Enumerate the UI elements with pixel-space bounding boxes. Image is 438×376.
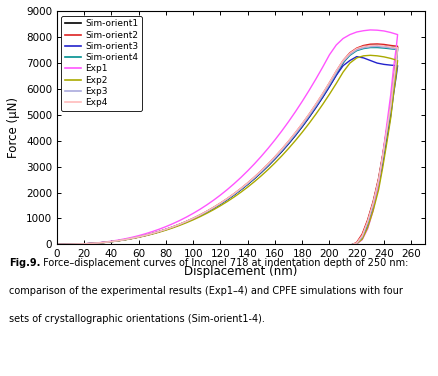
Sim-orient4: [368, 45, 373, 50]
Sim-orient3: [384, 137, 389, 142]
Line: Exp2: Exp2: [57, 55, 398, 244]
Exp2: [54, 242, 60, 247]
Exp3: [350, 242, 355, 247]
Exp2: [307, 121, 312, 126]
Sim-orient1: [163, 227, 169, 232]
Sim-orient4: [163, 227, 169, 232]
Text: Fig.9.: Fig.9.: [9, 258, 40, 268]
Sim-orient2: [136, 235, 141, 239]
Exp1: [163, 224, 169, 229]
Sim-orient2: [350, 242, 355, 247]
Exp4: [374, 43, 380, 47]
Exp3: [163, 227, 169, 232]
Line: Sim-orient2: Sim-orient2: [57, 44, 398, 244]
Sim-orient4: [259, 170, 264, 174]
Sim-orient3: [163, 227, 169, 232]
Exp1: [54, 242, 60, 247]
Exp4: [384, 129, 389, 133]
Text: comparison of the experimental results (Exp1–4) and CPFE simulations with four: comparison of the experimental results (…: [9, 286, 403, 296]
Line: Sim-orient4: Sim-orient4: [57, 47, 398, 244]
Exp2: [88, 241, 94, 246]
Sim-orient2: [374, 42, 380, 46]
Line: Sim-orient1: Sim-orient1: [57, 45, 398, 244]
Sim-orient4: [307, 114, 312, 118]
Line: Sim-orient3: Sim-orient3: [57, 57, 398, 244]
Sim-orient3: [88, 241, 94, 246]
Sim-orient4: [136, 235, 141, 239]
Sim-orient4: [384, 130, 389, 135]
Exp2: [136, 235, 141, 240]
Exp1: [368, 28, 373, 32]
Sim-orient1: [350, 242, 355, 247]
Sim-orient1: [136, 235, 141, 239]
Sim-orient1: [259, 170, 264, 174]
Y-axis label: Force (μN): Force (μN): [7, 97, 21, 158]
Exp4: [54, 242, 60, 247]
Exp2: [259, 173, 264, 178]
Sim-orient3: [136, 235, 141, 239]
Sim-orient2: [259, 168, 264, 173]
Sim-orient1: [368, 43, 373, 47]
Line: Exp1: Exp1: [57, 30, 398, 244]
Text: Force–displacement curves of Inconel 718 at indentation depth of 250 nm:: Force–displacement curves of Inconel 718…: [40, 258, 409, 268]
Exp1: [259, 154, 264, 159]
Exp3: [307, 114, 312, 118]
Exp4: [307, 112, 312, 116]
Exp4: [136, 235, 141, 239]
Sim-orient1: [307, 115, 312, 120]
Exp2: [368, 53, 373, 58]
Exp1: [88, 241, 94, 246]
Sim-orient1: [384, 128, 389, 133]
Sim-orient2: [54, 242, 60, 247]
Exp4: [350, 242, 355, 247]
Exp1: [307, 88, 312, 93]
Sim-orient2: [384, 127, 389, 131]
Legend: Sim-orient1, Sim-orient2, Sim-orient3, Sim-orient4, Exp1, Exp2, Exp3, Exp4: Sim-orient1, Sim-orient2, Sim-orient3, S…: [61, 16, 141, 111]
Exp3: [384, 130, 389, 134]
Exp1: [350, 242, 355, 247]
Text: sets of crystallographic orientations (Sim-orient1-4).: sets of crystallographic orientations (S…: [9, 314, 265, 324]
Exp4: [163, 227, 169, 232]
Sim-orient3: [54, 242, 60, 247]
Line: Exp4: Exp4: [57, 45, 398, 244]
Exp3: [54, 242, 60, 247]
Sim-orient2: [307, 112, 312, 117]
Exp2: [163, 228, 169, 232]
Exp3: [259, 169, 264, 174]
Sim-orient3: [307, 115, 312, 120]
Exp3: [88, 241, 94, 246]
Exp3: [374, 44, 380, 49]
Sim-orient1: [54, 242, 60, 247]
Exp4: [88, 241, 94, 246]
Sim-orient3: [259, 170, 264, 174]
Exp2: [350, 242, 355, 247]
Sim-orient4: [350, 242, 355, 247]
Sim-orient3: [354, 55, 359, 59]
Sim-orient4: [88, 241, 94, 246]
Sim-orient2: [163, 227, 169, 232]
Sim-orient2: [88, 241, 94, 246]
Sim-orient3: [350, 242, 355, 247]
Line: Exp3: Exp3: [57, 47, 398, 244]
X-axis label: Displacement (nm): Displacement (nm): [184, 265, 297, 278]
Exp3: [136, 235, 141, 239]
Sim-orient4: [54, 242, 60, 247]
Sim-orient1: [88, 241, 94, 246]
Exp1: [136, 233, 141, 238]
Exp4: [259, 168, 264, 173]
Exp1: [384, 123, 389, 127]
Exp2: [384, 141, 389, 146]
